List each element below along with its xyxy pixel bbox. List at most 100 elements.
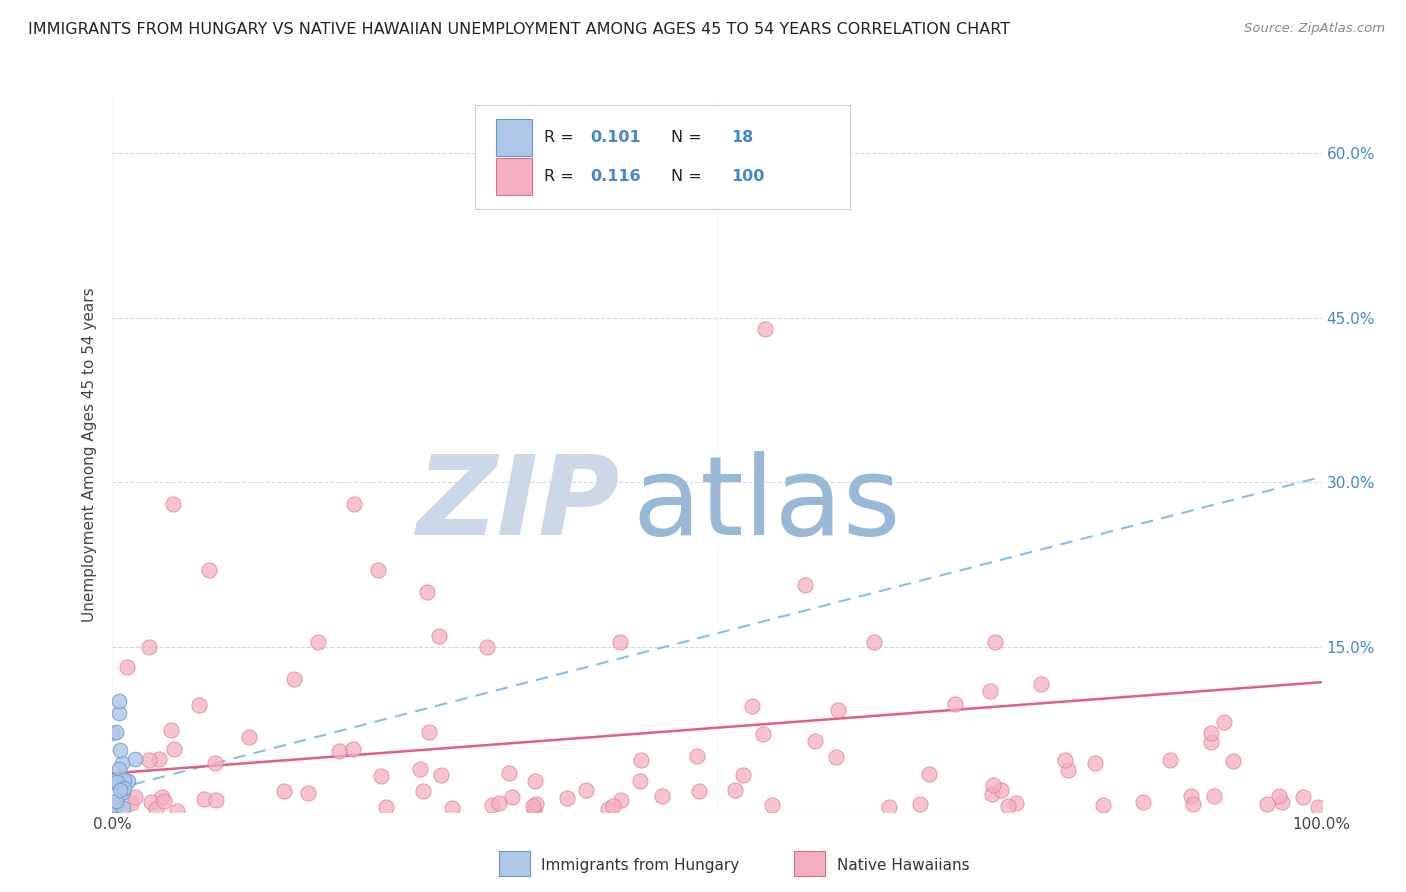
Point xyxy=(138,754,160,768)
Point xyxy=(877,800,900,814)
Point xyxy=(375,800,398,814)
Text: 100: 100 xyxy=(731,169,765,184)
Point xyxy=(117,774,139,789)
Point xyxy=(427,629,450,643)
Point xyxy=(160,723,183,737)
Point xyxy=(163,742,186,756)
Point xyxy=(103,798,125,813)
Point xyxy=(575,782,598,797)
Text: Source: ZipAtlas.com: Source: ZipAtlas.com xyxy=(1244,22,1385,36)
Point xyxy=(628,773,651,788)
Point xyxy=(166,804,188,818)
Point xyxy=(754,321,776,335)
Point xyxy=(1268,789,1291,804)
Point xyxy=(112,785,135,799)
Point xyxy=(498,766,520,780)
Point xyxy=(1222,755,1244,769)
Point xyxy=(205,793,228,807)
Point xyxy=(1256,797,1278,811)
Point xyxy=(980,787,1002,801)
Point xyxy=(108,782,131,797)
Point xyxy=(1084,756,1107,771)
Point xyxy=(1199,726,1222,740)
Point xyxy=(523,773,546,788)
Point xyxy=(145,802,167,816)
Point xyxy=(112,773,135,788)
Text: N =: N = xyxy=(671,130,702,145)
Point xyxy=(343,497,366,511)
Point xyxy=(761,798,783,813)
Point xyxy=(1213,715,1236,730)
Point xyxy=(908,797,931,811)
Point xyxy=(481,798,503,813)
Point xyxy=(283,673,305,687)
Point xyxy=(724,782,747,797)
Point xyxy=(124,752,146,766)
Point xyxy=(997,799,1019,814)
Point xyxy=(984,634,1007,648)
Point xyxy=(120,796,142,810)
Point xyxy=(827,704,849,718)
Text: Native Hawaiians: Native Hawaiians xyxy=(837,858,969,872)
Point xyxy=(979,684,1001,698)
Point xyxy=(1202,789,1225,803)
Point xyxy=(342,742,364,756)
Point xyxy=(501,790,523,805)
Point xyxy=(238,731,260,745)
Point xyxy=(522,799,544,814)
Point xyxy=(731,768,754,782)
Text: R =: R = xyxy=(544,130,579,145)
Point xyxy=(204,756,226,771)
Point xyxy=(441,801,464,815)
Point xyxy=(124,790,146,805)
Point xyxy=(804,733,827,747)
Text: 0.101: 0.101 xyxy=(591,130,641,145)
Point xyxy=(610,793,633,807)
Point xyxy=(1132,795,1154,809)
Point xyxy=(107,694,129,708)
Point xyxy=(1091,798,1114,813)
Point xyxy=(367,563,389,577)
Point xyxy=(115,660,138,674)
Point xyxy=(596,802,619,816)
Point xyxy=(105,774,128,789)
Point xyxy=(107,762,129,776)
Point xyxy=(193,792,215,806)
Point xyxy=(412,784,434,798)
Y-axis label: Unemployment Among Ages 45 to 54 years: Unemployment Among Ages 45 to 54 years xyxy=(82,287,97,623)
Point xyxy=(609,634,631,648)
Point xyxy=(752,727,775,741)
Point xyxy=(105,798,128,813)
Text: 0.116: 0.116 xyxy=(591,169,641,184)
Point xyxy=(1005,796,1028,810)
Point xyxy=(105,794,128,808)
Point xyxy=(1180,789,1202,803)
Point xyxy=(112,801,135,815)
Point xyxy=(328,744,350,758)
Text: Immigrants from Hungary: Immigrants from Hungary xyxy=(541,858,740,872)
Point xyxy=(416,585,439,599)
Point xyxy=(101,726,124,740)
Point xyxy=(297,786,319,800)
Point xyxy=(741,698,763,713)
Point xyxy=(103,773,125,788)
Point xyxy=(112,780,135,795)
Point xyxy=(162,497,184,511)
Point xyxy=(105,725,128,739)
Point xyxy=(688,784,710,798)
Point xyxy=(555,790,578,805)
Point xyxy=(110,743,132,757)
Point xyxy=(141,795,163,809)
Point xyxy=(1181,797,1204,811)
Point xyxy=(409,762,432,776)
Bar xyxy=(496,119,531,156)
Point xyxy=(108,706,131,721)
Point xyxy=(150,790,173,805)
Point xyxy=(863,634,886,648)
Text: IMMIGRANTS FROM HUNGARY VS NATIVE HAWAIIAN UNEMPLOYMENT AMONG AGES 45 TO 54 YEAR: IMMIGRANTS FROM HUNGARY VS NATIVE HAWAII… xyxy=(28,22,1011,37)
Point xyxy=(983,778,1005,792)
Point xyxy=(1031,677,1053,691)
Point xyxy=(651,789,673,803)
Point xyxy=(526,797,548,811)
Text: R =: R = xyxy=(544,169,579,184)
